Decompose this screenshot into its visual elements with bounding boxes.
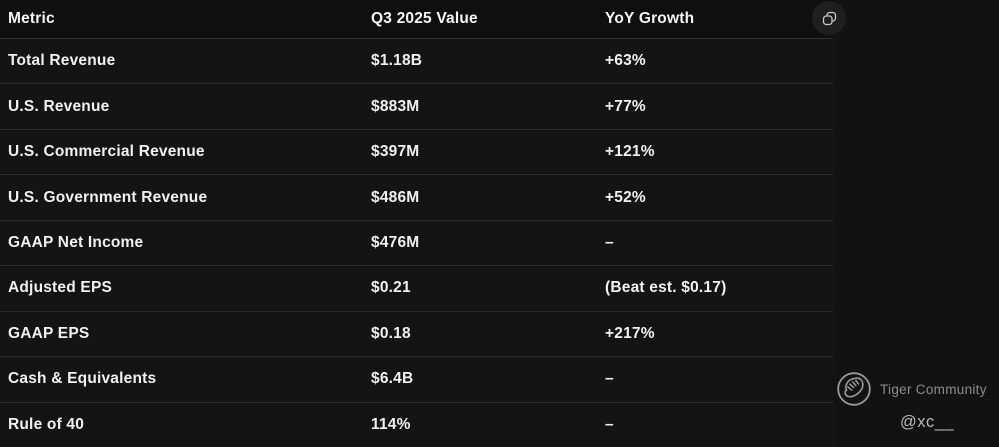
metric-value: $476M bbox=[371, 233, 420, 251]
copy-icon bbox=[820, 9, 839, 28]
metric-label: Cash & Equivalents bbox=[8, 370, 157, 388]
metric-label: Rule of 40 bbox=[8, 415, 85, 433]
watermark-handle-label: @xc__ bbox=[900, 413, 955, 431]
metric-growth: – bbox=[605, 370, 614, 388]
table-row: U.S. Revenue $883M +77% bbox=[0, 84, 833, 130]
metric-label: GAAP EPS bbox=[8, 324, 90, 342]
metric-label: GAAP Net Income bbox=[8, 233, 144, 251]
metric-value: $0.21 bbox=[371, 279, 411, 297]
column-header-value: Q3 2025 Value bbox=[371, 10, 478, 27]
metric-value: $1.18B bbox=[371, 52, 423, 70]
metric-value: $397M bbox=[371, 143, 420, 161]
copy-button[interactable] bbox=[812, 1, 846, 35]
watermark-brand-label: Tiger Community bbox=[880, 381, 987, 397]
watermark: Tiger Community @xc__ bbox=[836, 371, 999, 441]
table-row: Adjusted EPS $0.21 (Beat est. $0.17) bbox=[0, 266, 833, 312]
metric-growth: +52% bbox=[605, 188, 646, 206]
metric-label: U.S. Commercial Revenue bbox=[8, 143, 205, 161]
metric-value: $486M bbox=[371, 188, 420, 206]
tiger-logo-icon bbox=[836, 371, 872, 407]
table-row: Total Revenue $1.18B +63% bbox=[0, 39, 833, 85]
metrics-table: Metric Q3 2025 Value YoY Growth Total Re… bbox=[0, 0, 833, 447]
metric-growth: – bbox=[605, 415, 614, 433]
metric-label: Adjusted EPS bbox=[8, 279, 113, 297]
table-row: GAAP Net Income $476M – bbox=[0, 220, 833, 267]
metric-growth: – bbox=[605, 233, 614, 251]
metric-value: $6.4B bbox=[371, 370, 414, 388]
table-row: U.S. Government Revenue $486M +52% bbox=[0, 175, 833, 221]
metric-label: U.S. Revenue bbox=[8, 97, 110, 115]
metric-value: $0.18 bbox=[371, 324, 411, 342]
column-header-metric: Metric bbox=[8, 10, 55, 27]
metric-growth: +63% bbox=[605, 52, 646, 70]
metric-growth: +217% bbox=[605, 324, 655, 342]
metric-growth: (Beat est. $0.17) bbox=[605, 279, 727, 297]
metric-value: 114% bbox=[371, 415, 411, 433]
column-header-growth: YoY Growth bbox=[605, 10, 695, 27]
table-row: Cash & Equivalents $6.4B – bbox=[0, 357, 833, 403]
metric-label: Total Revenue bbox=[8, 52, 116, 70]
table-row: Rule of 40 114% – bbox=[0, 402, 833, 447]
metric-value: $883M bbox=[371, 97, 420, 115]
metric-growth: +121% bbox=[605, 143, 655, 161]
table-row: U.S. Commercial Revenue $397M +121% bbox=[0, 129, 833, 176]
metric-growth: +77% bbox=[605, 97, 646, 115]
table-row: GAAP EPS $0.18 +217% bbox=[0, 311, 833, 358]
table-header-row: Metric Q3 2025 Value YoY Growth bbox=[0, 0, 833, 39]
metric-label: U.S. Government Revenue bbox=[8, 188, 208, 206]
